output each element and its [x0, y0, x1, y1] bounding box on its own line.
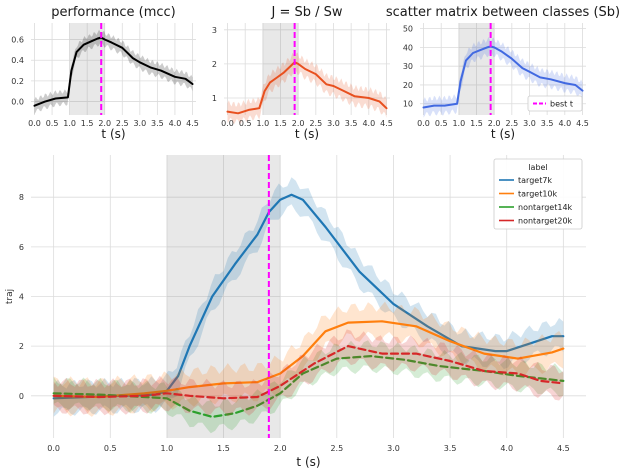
legend-entry: best t: [550, 100, 573, 109]
x-axis-label: t (s): [295, 127, 319, 141]
y-tick-label: 6: [19, 243, 24, 252]
x-tick-label: 3.5: [541, 119, 554, 128]
legend-box: [527, 95, 583, 112]
chart-panel-4: 0.0 0.5 1.0 1.5 2.0 2.5 3.0 3.5 4.0 4.5 0 2 4 6 8 t (s)…: [5, 155, 586, 469]
y-tick-label: 10: [403, 100, 413, 109]
x-tick-label: 2.0: [488, 119, 501, 128]
chart-title: J = Sb / Sw: [270, 5, 342, 20]
x-tick-label: 0.0: [28, 119, 41, 128]
x-tick-label: 2.5: [309, 119, 322, 128]
legend-title: label: [528, 163, 547, 172]
x-tick-label: 4.0: [558, 119, 571, 128]
series-line-nontarget20k: [52, 345, 565, 400]
x-tick-label: 4.0: [362, 119, 375, 128]
x-tick-label: 1.0: [452, 119, 465, 128]
legend-entry: target7k: [518, 176, 552, 185]
y-tick-label: 0.0: [11, 98, 24, 107]
y-tick-label: 50: [403, 25, 413, 34]
x-tick-label: 3.5: [444, 444, 457, 453]
x-tick-label: 1.5: [217, 444, 230, 453]
chart-title: performance (mcc): [51, 5, 176, 20]
x-axis-label: t (s): [491, 127, 515, 141]
series-line-target10k: [52, 320, 565, 399]
x-tick-label: 3.0: [387, 444, 400, 453]
x-tick-label: 1.5: [470, 119, 483, 128]
x-axis-label: t (s): [296, 455, 320, 469]
chart-panel-3: 0.0 0.5 1.0 1.5 2.0 2.5 3.0 3.5 4.0 4.5 10 20 30 40 50…: [386, 5, 620, 141]
x-tick-label: 3.0: [523, 119, 536, 128]
x-tick-label: 2.0: [98, 119, 111, 128]
y-tick-label: 20: [403, 81, 413, 90]
confidence-band-nontarget14k: [53, 340, 564, 434]
y-tick-label: 40: [403, 43, 413, 52]
y-tick-label: 0.2: [11, 77, 24, 86]
series-line: [226, 61, 388, 115]
y-tick-label: 4: [19, 293, 24, 302]
x-tick-label: 1.5: [81, 119, 94, 128]
x-tick-label: 0.5: [239, 119, 252, 128]
x-tick-label: 2.5: [505, 119, 518, 128]
y-tick-label: 0.6: [11, 36, 24, 45]
legend-entry: target10k: [518, 190, 558, 199]
x-tick-label: 4.0: [169, 119, 182, 128]
plot-area: [31, 23, 196, 115]
legend-box: [493, 158, 583, 230]
chart-title: scatter matrix between classes (Sb): [386, 5, 620, 20]
x-tick-label: 0.5: [104, 444, 117, 453]
x-axis-label: t (s): [101, 127, 125, 141]
x-tick-label: 2.0: [274, 444, 287, 453]
chart-panel-1: 0.0 0.5 1.0 1.5 2.0 2.5 3.0 3.5 4.0 4.5 0.0 0.2 0.4 0…: [11, 5, 199, 141]
legend-entry: nontarget20k: [518, 217, 573, 226]
x-tick-label: 1.0: [63, 119, 76, 128]
y-tick-label: 30: [403, 62, 413, 71]
x-tick-label: 0.5: [46, 119, 59, 128]
x-tick-label: 4.5: [380, 119, 393, 128]
y-axis-label: traj: [5, 289, 15, 304]
confidence-band: [227, 52, 387, 125]
confidence-band: [34, 29, 193, 115]
x-tick-label: 2.5: [116, 119, 129, 128]
series-line: [33, 36, 194, 107]
shaded-region: [262, 23, 299, 115]
x-tick-label: 4.5: [557, 444, 570, 453]
x-tick-label: 1.5: [274, 119, 287, 128]
x-tick-label: 0.5: [435, 119, 448, 128]
x-tick-label: 2.5: [330, 444, 343, 453]
x-tick-label: 0.0: [417, 119, 430, 128]
x-tick-label: 4.5: [576, 119, 589, 128]
y-tick-label: 0.4: [11, 56, 24, 65]
y-tick-label: 0: [19, 392, 24, 401]
x-tick-label: 0.0: [221, 119, 234, 128]
y-tick-label: 1: [212, 94, 217, 103]
x-tick-label: 3.0: [327, 119, 340, 128]
confidence-band-target7k: [53, 177, 564, 417]
x-tick-label: 2.0: [292, 119, 305, 128]
y-tick-label: 8: [19, 193, 24, 202]
x-tick-label: 1.0: [161, 444, 174, 453]
y-tick-label: 2: [19, 342, 24, 351]
x-tick-label: 4.0: [500, 444, 513, 453]
shaded-region: [166, 155, 281, 438]
series-line: [422, 45, 584, 109]
x-tick-label: 3.5: [151, 119, 164, 128]
chart-panel-2: 0.0 0.5 1.0 1.5 2.0 2.5 3.0 3.5 4.0 4.5 1 2 3 J = Sb …: [212, 5, 393, 141]
x-tick-label: 4.5: [186, 119, 199, 128]
x-tick-label: 3.0: [133, 119, 146, 128]
x-tick-label: 1.0: [256, 119, 269, 128]
legend-entry: nontarget14k: [518, 203, 573, 212]
x-tick-label: 0.0: [47, 444, 60, 453]
y-tick-label: 2: [212, 60, 217, 69]
x-tick-label: 3.5: [345, 119, 358, 128]
y-tick-label: 3: [212, 26, 217, 35]
